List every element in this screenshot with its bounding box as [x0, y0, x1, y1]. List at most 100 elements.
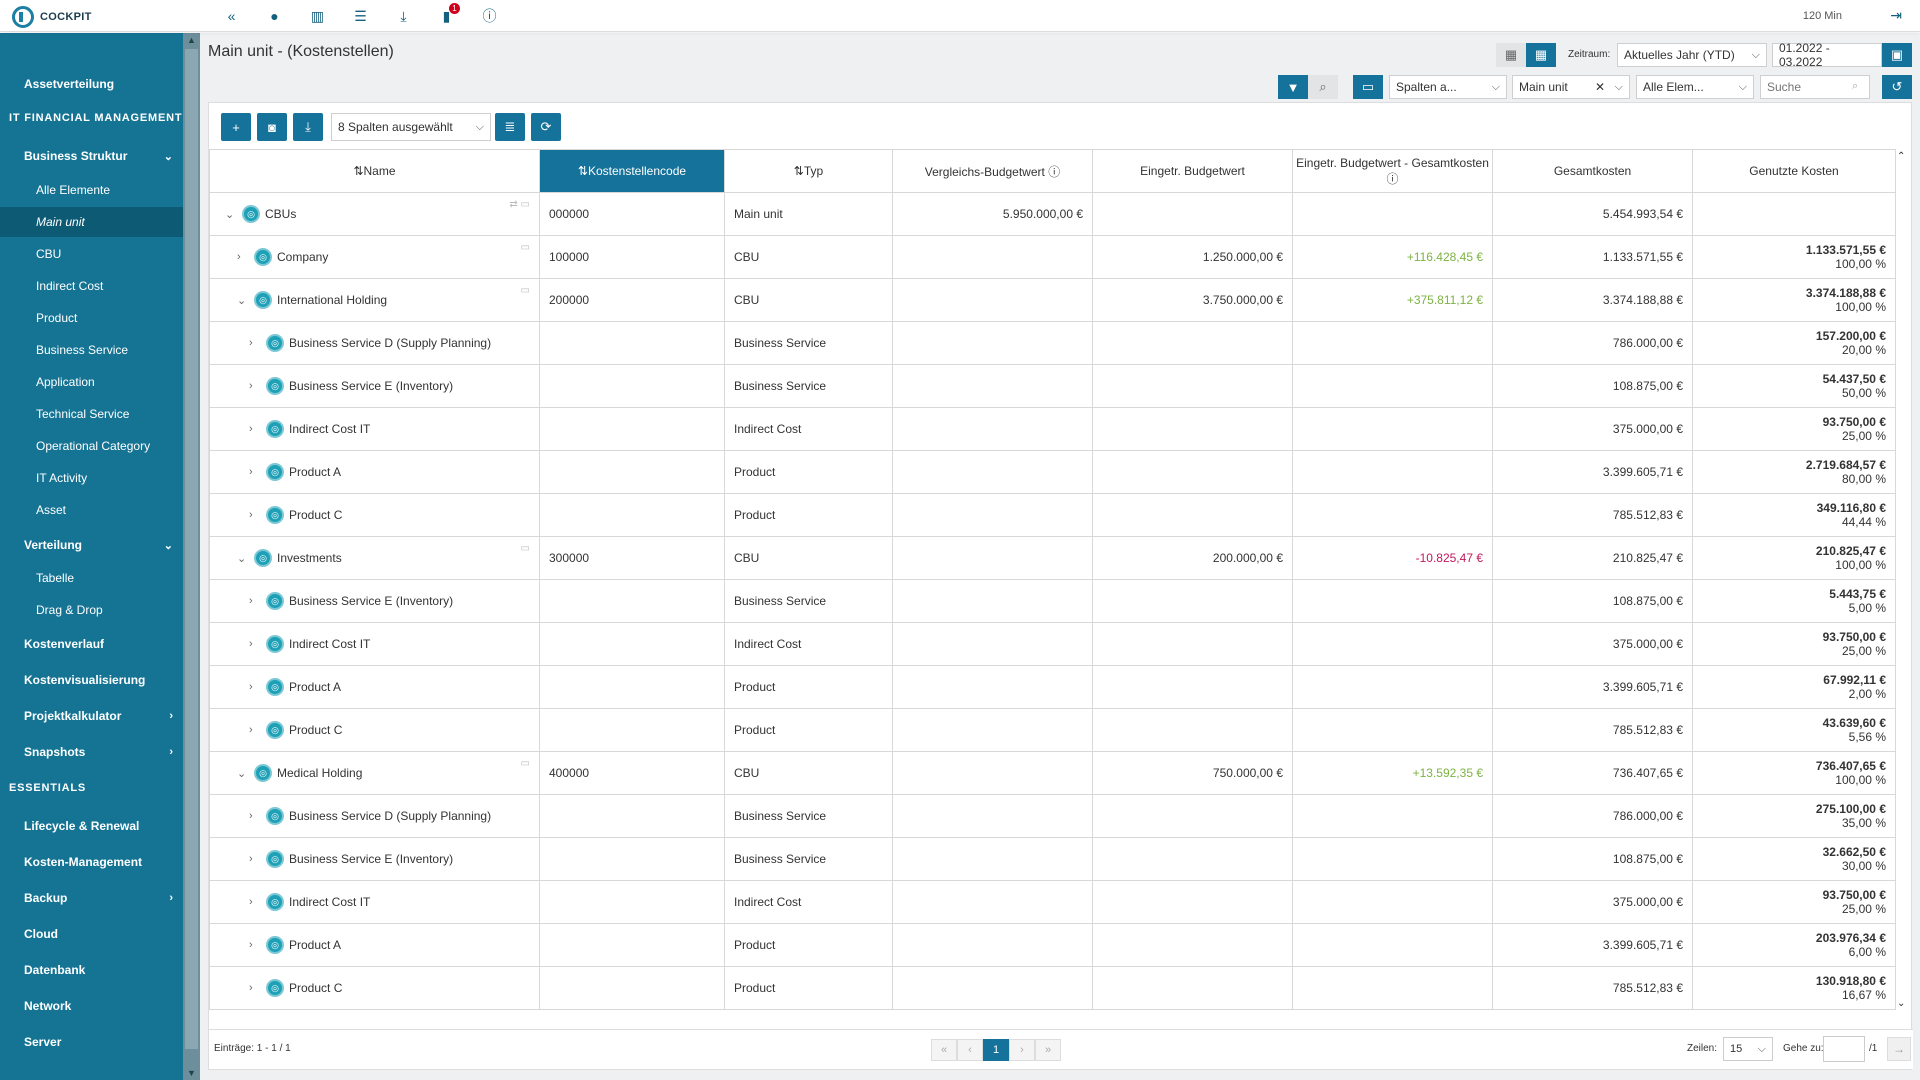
- expand-chevron-icon[interactable]: ›: [237, 251, 241, 263]
- table-row[interactable]: › ◎ Business Service E (Inventory) Business…: [209, 837, 1896, 881]
- sidebar-item-projektkalkulator[interactable]: Projektkalkulator ›: [0, 701, 183, 731]
- sidebar-item-tabelle[interactable]: Tabelle: [0, 563, 183, 593]
- goto-page-input[interactable]: [1823, 1036, 1865, 1062]
- table-row[interactable]: ⌄ ◎ CBUs ⇄ ▭ 000000 Main unit 5.950.000,00 € 5.…: [209, 192, 1896, 236]
- sidebar-item-asset[interactable]: Asset: [0, 495, 183, 525]
- expand-chevron-icon[interactable]: ›: [249, 939, 253, 951]
- cell-name[interactable]: › ◎ Business Service E (Inventory): [209, 364, 540, 408]
- collapse-chevron-icon[interactable]: ⌄: [237, 552, 247, 565]
- sidebar-item-kostenverlauf[interactable]: Kostenverlauf: [0, 629, 183, 659]
- date-range-input[interactable]: 01.2022 - 03.2022: [1772, 41, 1882, 69]
- cell-name[interactable]: ⌄ ◎ Medical Holding ▭: [209, 751, 540, 795]
- cell-name[interactable]: › ◎ Product C: [209, 966, 540, 1010]
- table-row[interactable]: ⌄ ◎ Investments ▭ 300000 CBU 200.000,00 € -10.8…: [209, 536, 1896, 580]
- row-tools-icon[interactable]: ▭: [520, 758, 530, 769]
- info-icon[interactable]: ⓘ: [1386, 171, 1399, 186]
- scroll-up-icon[interactable]: ⌃: [1897, 151, 1906, 162]
- table-row[interactable]: › ◎ Product A Product 3.399.605,71 €67.992,1…: [209, 665, 1896, 709]
- expand-chevron-icon[interactable]: ›: [249, 853, 253, 865]
- table-row[interactable]: › ◎ Indirect Cost IT Indirect Cost 375.000,0…: [209, 407, 1896, 451]
- expand-chevron-icon[interactable]: ›: [249, 681, 253, 693]
- table-row[interactable]: › ◎ Company ▭ 100000 CBU 1.250.000,00 € +116.42…: [209, 235, 1896, 279]
- sidebar-item-assetverteilung[interactable]: Assetverteilung: [0, 69, 183, 99]
- cell-name[interactable]: › ◎ Product C: [209, 493, 540, 537]
- sidebar-scrollbar[interactable]: ▲ ▼: [183, 33, 200, 1080]
- logo[interactable]: COCKPIT: [12, 6, 92, 28]
- collapse-chevron-icon[interactable]: ⌄: [225, 208, 235, 221]
- sidebar-item-network[interactable]: Network: [0, 991, 183, 1021]
- table-scrollbar[interactable]: ⌃ ⌄: [1895, 149, 1909, 1009]
- sidebar-item-indirect-cost[interactable]: Indirect Cost: [0, 271, 183, 301]
- sidebar-item-it-activity[interactable]: IT Activity: [0, 463, 183, 493]
- go-arrow-icon[interactable]: →: [1887, 1037, 1911, 1061]
- sidebar-item-backup[interactable]: Backup ›: [0, 883, 183, 913]
- sidebar-item-snapshots[interactable]: Snapshots ›: [0, 737, 183, 767]
- sidebar-item-cloud[interactable]: Cloud: [0, 919, 183, 949]
- calendar-icon[interactable]: ▣: [1882, 43, 1912, 67]
- table-row[interactable]: › ◎ Product C Product 785.512,83 €130.918,80…: [209, 966, 1896, 1010]
- download-icon[interactable]: ⤓: [400, 7, 407, 24]
- sidebar-item-product[interactable]: Product: [0, 303, 183, 333]
- reset-icon[interactable]: ↺: [1882, 75, 1912, 99]
- search-icon[interactable]: ⌕: [1308, 75, 1338, 99]
- sidebar-item-business-struktur[interactable]: Business Struktur ⌄: [0, 141, 183, 171]
- sidebar-item-drag-drop[interactable]: Drag & Drop: [0, 595, 183, 625]
- cell-name[interactable]: › ◎ Indirect Cost IT: [209, 880, 540, 924]
- collapse-sidebar-icon[interactable]: «: [227, 8, 236, 24]
- cell-name[interactable]: › ◎ Product A: [209, 450, 540, 494]
- expand-chevron-icon[interactable]: ›: [249, 896, 253, 908]
- info-icon[interactable]: ⓘ: [1048, 164, 1061, 179]
- expand-chevron-icon[interactable]: ›: [249, 466, 253, 478]
- col-header-vergleich[interactable]: Vergleichs-Budgetwert ⓘ: [892, 149, 1093, 193]
- notification-icon[interactable]: ▮ 1: [425, 3, 468, 25]
- sidebar-item-main-unit[interactable]: Main unit: [0, 207, 183, 237]
- expand-chevron-icon[interactable]: ›: [249, 638, 253, 650]
- zeitraum-select[interactable]: Aktuelles Jahr (YTD) ⌵: [1617, 43, 1767, 67]
- refresh-button[interactable]: ⟳: [531, 113, 561, 141]
- search-input[interactable]: [1760, 75, 1870, 99]
- cell-name[interactable]: › ◎ Product C: [209, 708, 540, 752]
- expand-chevron-icon[interactable]: ›: [249, 337, 253, 349]
- cell-name[interactable]: › ◎ Product A: [209, 665, 540, 709]
- spalten-select[interactable]: Spalten a... ⌵: [1389, 75, 1507, 99]
- camera-button[interactable]: ◙: [257, 113, 287, 141]
- rows-per-page-select[interactable]: 15 ⌵: [1723, 1037, 1773, 1061]
- table-row[interactable]: ⌄ ◎ Medical Holding ▭ 400000 CBU 750.000,00 € +…: [209, 751, 1896, 795]
- table-row[interactable]: › ◎ Business Service D (Supply Planning) Bu…: [209, 794, 1896, 838]
- row-tools-icon[interactable]: ⇄ ▭: [509, 199, 530, 210]
- page-number[interactable]: 1: [983, 1039, 1009, 1061]
- col-header-diff[interactable]: Eingetr. Budgetwert - Gesamtkosten ⓘ: [1292, 149, 1493, 193]
- cell-name[interactable]: ⌄ ◎ International Holding ▭: [209, 278, 540, 322]
- table-row[interactable]: › ◎ Business Service E (Inventory) Business…: [209, 579, 1896, 623]
- calendar-month-icon[interactable]: ▦: [1496, 43, 1526, 67]
- cell-name[interactable]: › ◎ Business Service D (Supply Planning): [209, 321, 540, 365]
- column-settings-button[interactable]: ≣: [495, 113, 525, 141]
- unit-select[interactable]: Main unit ✕ ⌵: [1512, 75, 1630, 99]
- collapse-chevron-icon[interactable]: ⌄: [237, 767, 247, 780]
- row-tools-icon[interactable]: ▭: [520, 242, 530, 253]
- last-page-icon[interactable]: »: [1035, 1039, 1061, 1061]
- calendar-year-icon[interactable]: ▦: [1526, 43, 1556, 67]
- expand-chevron-icon[interactable]: ›: [249, 380, 253, 392]
- sidebar-item-lifecycle-renewal[interactable]: Lifecycle & Renewal: [0, 811, 183, 841]
- sidebar-item-kosten-management[interactable]: Kosten-Management: [0, 847, 183, 877]
- table-row[interactable]: › ◎ Business Service D (Supply Planning) Bu…: [209, 321, 1896, 365]
- next-page-icon[interactable]: ›: [1009, 1039, 1035, 1061]
- user-icon[interactable]: ●: [270, 8, 279, 24]
- cell-name[interactable]: › ◎ Company ▭: [209, 235, 540, 279]
- col-header-typ[interactable]: ⇅Typ: [724, 149, 893, 193]
- cell-name[interactable]: › ◎ Business Service D (Supply Planning): [209, 794, 540, 838]
- expand-chevron-icon[interactable]: ›: [249, 810, 253, 822]
- logout-icon[interactable]: ⇥: [1890, 7, 1902, 23]
- scrollbar-thumb[interactable]: [185, 49, 198, 1049]
- table-row[interactable]: › ◎ Product A Product 3.399.605,71 €203.976,…: [209, 923, 1896, 967]
- cell-name[interactable]: ⌄ ◎ CBUs ⇄ ▭: [209, 192, 540, 236]
- sidebar-item-datenbank[interactable]: Datenbank: [0, 955, 183, 985]
- col-header-name[interactable]: ⇅Name: [209, 149, 540, 193]
- scroll-down-icon[interactable]: ▼: [187, 1068, 196, 1078]
- scroll-up-icon[interactable]: ▲: [187, 35, 196, 45]
- sidebar-item-business-service[interactable]: Business Service: [0, 335, 183, 365]
- expand-chevron-icon[interactable]: ›: [249, 509, 253, 521]
- settings-sliders-icon[interactable]: ☰: [354, 7, 367, 24]
- cell-name[interactable]: › ◎ Indirect Cost IT: [209, 407, 540, 451]
